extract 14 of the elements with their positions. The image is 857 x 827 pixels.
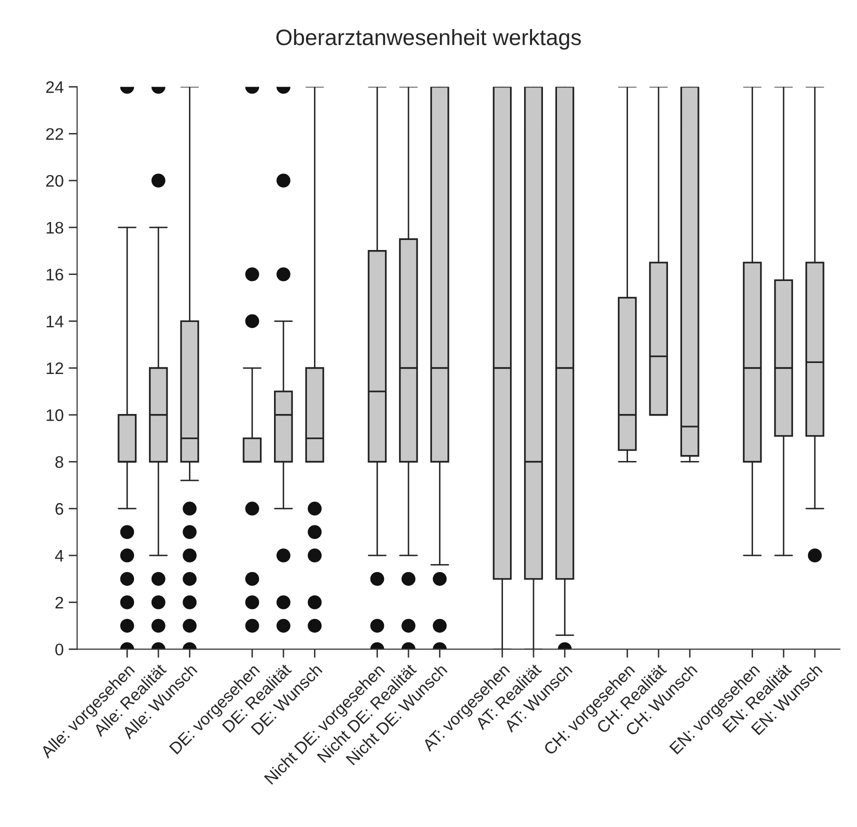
chart-title: Oberarztanwesenheit werktags [276,28,581,50]
y-tick-label: 8 [55,456,64,468]
y-tick-label: 22 [46,128,64,140]
y-tick-label: 16 [46,268,64,280]
y-tick-label: 24 [46,81,64,93]
y-tick-label: 2 [56,596,64,608]
y-tick-label: 6 [56,503,64,515]
y-tick-label: 10 [46,409,64,422]
y-tick-label: 0 [55,644,64,656]
y-tick-label: 14 [46,316,64,328]
y-tick-label: 20 [46,174,64,187]
y-tick-label: 4 [55,550,64,562]
y-tick-label: 12 [46,362,64,374]
y-tick-label: 18 [46,222,64,234]
